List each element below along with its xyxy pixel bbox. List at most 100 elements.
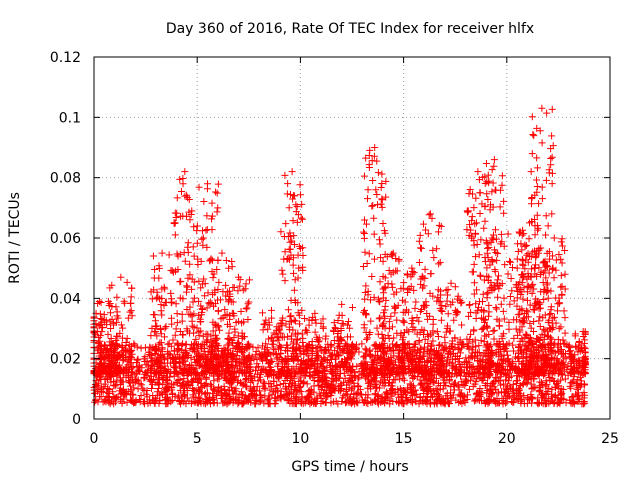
data-point bbox=[524, 394, 532, 402]
data-point bbox=[545, 399, 553, 407]
data-point bbox=[290, 367, 298, 375]
data-point bbox=[369, 376, 377, 384]
data-point bbox=[104, 385, 112, 393]
data-point bbox=[334, 330, 342, 338]
data-point bbox=[529, 340, 537, 348]
data-point bbox=[386, 343, 394, 351]
data-point bbox=[97, 385, 105, 393]
data-point bbox=[544, 222, 552, 230]
data-point bbox=[101, 397, 109, 405]
data-point bbox=[242, 376, 250, 384]
data-point bbox=[447, 343, 455, 351]
data-point bbox=[567, 347, 575, 355]
data-point bbox=[222, 392, 230, 400]
data-point bbox=[424, 339, 432, 347]
data-point bbox=[416, 358, 424, 366]
data-point bbox=[424, 315, 432, 323]
data-point bbox=[477, 352, 485, 360]
data-point bbox=[179, 357, 187, 365]
data-point bbox=[182, 400, 190, 408]
data-point bbox=[493, 315, 501, 323]
data-point bbox=[466, 221, 474, 229]
data-point bbox=[376, 278, 384, 286]
data-point bbox=[197, 302, 205, 310]
data-point bbox=[529, 280, 537, 288]
data-point bbox=[157, 339, 165, 347]
data-point bbox=[416, 381, 424, 389]
data-point bbox=[491, 226, 499, 234]
data-point bbox=[225, 361, 233, 369]
data-point bbox=[447, 301, 455, 309]
data-point bbox=[200, 381, 208, 389]
data-point bbox=[536, 304, 544, 312]
data-point bbox=[190, 387, 198, 395]
data-point bbox=[221, 397, 229, 405]
data-point bbox=[417, 244, 425, 252]
data-point bbox=[388, 283, 396, 291]
data-point bbox=[336, 374, 344, 382]
data-point bbox=[527, 272, 535, 280]
data-point bbox=[421, 265, 429, 273]
data-point bbox=[418, 380, 426, 388]
data-point bbox=[498, 238, 506, 246]
data-point bbox=[261, 384, 269, 392]
data-point bbox=[190, 252, 198, 260]
data-point bbox=[184, 239, 192, 247]
data-point bbox=[91, 389, 99, 397]
data-point bbox=[308, 338, 316, 346]
data-point bbox=[283, 370, 291, 378]
data-point bbox=[510, 347, 518, 355]
data-point bbox=[232, 319, 240, 327]
data-point bbox=[489, 327, 497, 335]
data-point bbox=[224, 377, 232, 385]
data-point bbox=[209, 369, 217, 377]
data-point bbox=[372, 340, 380, 348]
data-point bbox=[233, 348, 241, 356]
data-point bbox=[285, 204, 293, 212]
data-point bbox=[429, 246, 437, 254]
data-point bbox=[527, 363, 535, 371]
data-point bbox=[393, 329, 401, 337]
data-point bbox=[178, 393, 186, 401]
data-point bbox=[380, 339, 388, 347]
data-point bbox=[175, 354, 183, 362]
data-point bbox=[379, 257, 387, 265]
data-point bbox=[291, 296, 299, 304]
data-point bbox=[433, 328, 441, 336]
data-point bbox=[483, 239, 491, 247]
data-point bbox=[443, 324, 451, 332]
data-point bbox=[528, 352, 536, 360]
data-point bbox=[106, 309, 114, 317]
data-point bbox=[230, 387, 238, 395]
data-point bbox=[264, 360, 272, 368]
data-point bbox=[502, 376, 510, 384]
data-point bbox=[346, 371, 354, 379]
data-point bbox=[517, 240, 525, 248]
data-point bbox=[548, 105, 556, 113]
data-point bbox=[420, 282, 428, 290]
data-point bbox=[466, 300, 474, 308]
data-point bbox=[216, 326, 224, 334]
data-point bbox=[554, 343, 562, 351]
data-point bbox=[410, 286, 418, 294]
data-point bbox=[465, 354, 473, 362]
data-point bbox=[447, 383, 455, 391]
data-point bbox=[193, 349, 201, 357]
data-point bbox=[302, 326, 310, 334]
data-point bbox=[484, 196, 492, 204]
y-tick-label: 0.02 bbox=[50, 352, 81, 368]
data-point bbox=[365, 163, 373, 171]
data-point bbox=[141, 400, 149, 408]
data-point bbox=[128, 312, 136, 320]
data-point bbox=[290, 375, 298, 383]
data-point bbox=[352, 343, 360, 351]
data-point bbox=[386, 360, 394, 368]
data-point bbox=[494, 249, 502, 257]
data-point bbox=[295, 377, 303, 385]
data-point bbox=[395, 255, 403, 263]
data-point bbox=[526, 319, 534, 327]
data-point bbox=[444, 398, 452, 406]
data-point bbox=[376, 314, 384, 322]
data-point bbox=[146, 377, 154, 385]
